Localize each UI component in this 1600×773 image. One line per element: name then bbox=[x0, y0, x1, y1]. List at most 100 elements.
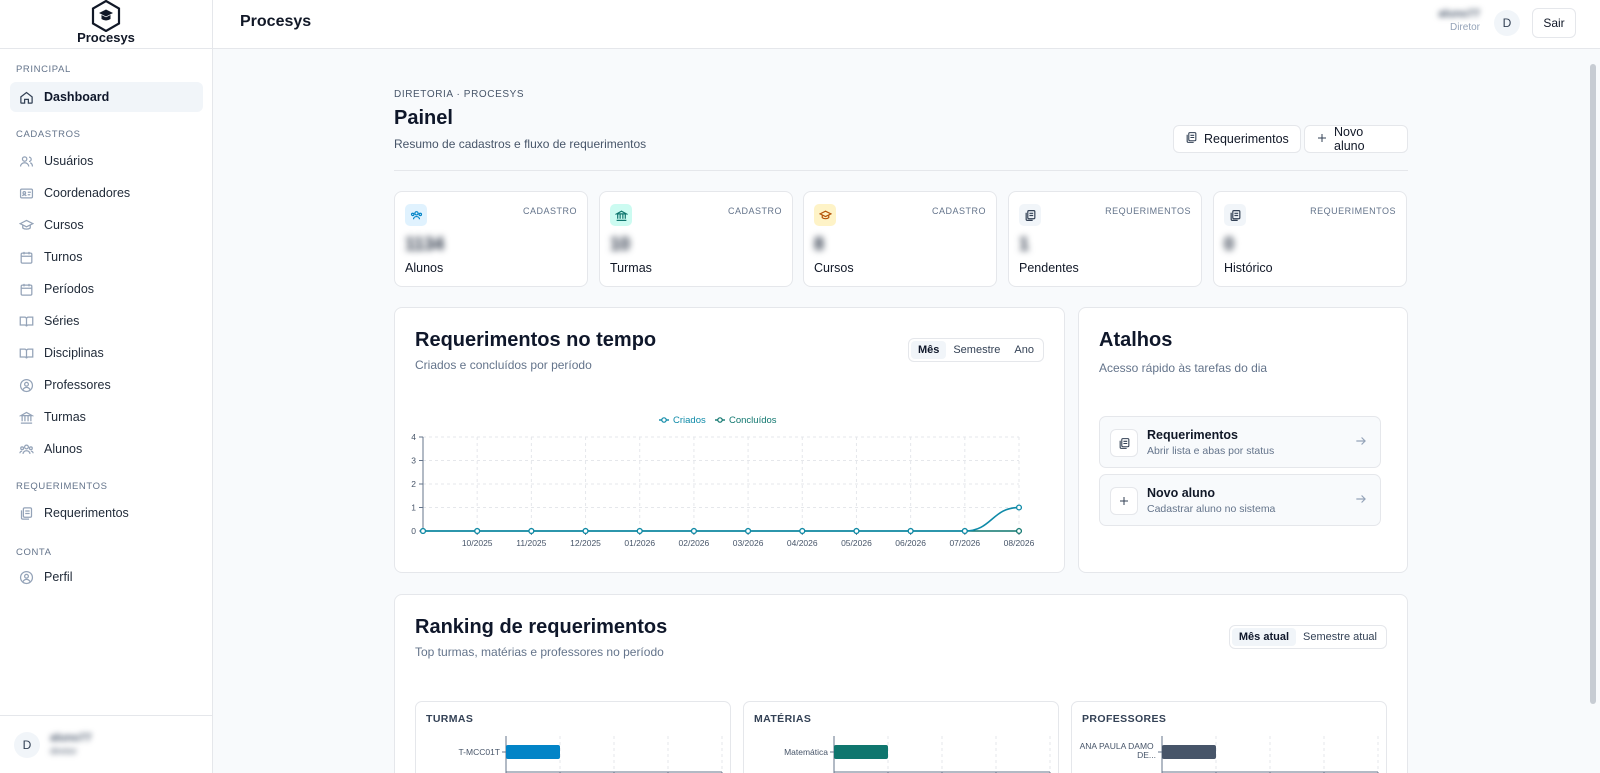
sidebar-item-series[interactable]: Séries bbox=[10, 306, 203, 336]
sidebar-item-professores[interactable]: Professores bbox=[10, 370, 203, 400]
sidebar-item-label: Períodos bbox=[44, 282, 95, 296]
bar-label: T-MCC01T bbox=[458, 747, 500, 757]
sidebar-item-cursos[interactable]: Cursos bbox=[10, 210, 203, 240]
sidebar-user[interactable]: D aluno77 diretor bbox=[0, 715, 213, 773]
panel-heading: TURMAS bbox=[426, 713, 474, 725]
brand-name: Procesys bbox=[77, 30, 135, 45]
data-point bbox=[1015, 527, 1023, 535]
series-line-criados bbox=[422, 506, 1020, 532]
card-title: Requerimentos no tempo bbox=[415, 329, 657, 351]
shortcut-novo-aluno[interactable]: Novo aluno Cadastrar aluno no sistema bbox=[1099, 474, 1381, 526]
sidebar-item-turnos[interactable]: Turnos bbox=[10, 242, 203, 272]
graduation-cap-icon bbox=[18, 217, 34, 233]
bar-label: Matemática bbox=[784, 747, 828, 757]
x-tick-label: 03/2026 bbox=[733, 538, 764, 548]
stat-card-cursos[interactable]: CADASTRO 8 Cursos bbox=[803, 191, 997, 287]
avatar[interactable]: D bbox=[1494, 10, 1520, 36]
clipboard-icon bbox=[1224, 204, 1246, 226]
calendar-icon bbox=[18, 249, 34, 265]
sidebar-item-label: Usuários bbox=[44, 154, 94, 168]
arrow-right-icon bbox=[1354, 492, 1368, 511]
stat-card-historico[interactable]: REQUERIMENTOS 0 Histórico bbox=[1213, 191, 1407, 287]
data-point bbox=[582, 527, 589, 535]
page-title: Painel bbox=[394, 107, 453, 129]
x-tick-label: 06/2026 bbox=[895, 538, 926, 548]
segment-ano[interactable]: Ano bbox=[1014, 344, 1034, 356]
stat-label: Turmas bbox=[610, 261, 652, 275]
legend-marker bbox=[661, 417, 667, 423]
top-user: aluno77 Diretor bbox=[1438, 8, 1480, 33]
shortcut-desc: Cadastrar aluno no sistema bbox=[1147, 503, 1276, 515]
data-point bbox=[1015, 504, 1023, 511]
novo-aluno-button[interactable]: Novo aluno bbox=[1304, 125, 1408, 153]
sidebar-item-label: Dashboard bbox=[44, 90, 110, 104]
panel-heading: MATÉRIAS bbox=[754, 713, 812, 725]
data-point bbox=[528, 527, 535, 535]
sidebar-item-dashboard[interactable]: Dashboard bbox=[10, 82, 203, 112]
timeline-chart: 0 1 2 3 4 10/2025 11/2025 12/2025 01/2026 02/2026… bbox=[411, 416, 1035, 548]
section-label: CADASTROS bbox=[16, 129, 81, 140]
segment-mes-atual[interactable]: Mês atual bbox=[1231, 628, 1297, 646]
sidebar-item-label: Turnos bbox=[44, 250, 83, 264]
stat-category: CADASTRO bbox=[727, 206, 782, 216]
section-cadastros: CADASTROS bbox=[0, 129, 97, 140]
scrollbar-thumb[interactable] bbox=[1590, 64, 1596, 704]
stat-card-alunos[interactable]: CADASTRO 1134 Alunos bbox=[394, 191, 588, 287]
data-point bbox=[853, 527, 860, 535]
requerimentos-button[interactable]: Requerimentos bbox=[1173, 125, 1301, 153]
shortcut-requerimentos[interactable]: Requerimentos Abrir lista e abas por sta… bbox=[1099, 416, 1381, 468]
sidebar-item-turmas[interactable]: Turmas bbox=[10, 402, 203, 432]
ranking-panel-materias: MATÉRIAS Matemática bbox=[743, 701, 1059, 773]
scrollbar[interactable] bbox=[1586, 49, 1600, 773]
sidebar-item-disciplinas[interactable]: Disciplinas bbox=[10, 338, 203, 368]
sidebar-item-requerimentos[interactable]: Requerimentos bbox=[10, 498, 203, 528]
sidebar-item-usuarios[interactable]: Usuários bbox=[10, 146, 203, 176]
stat-card-pendentes[interactable]: REQUERIMENTOS 1 Pendentes bbox=[1008, 191, 1202, 287]
topbar: Procesys aluno77 Diretor D Sair bbox=[213, 0, 1600, 49]
x-tick-label: 05/2026 bbox=[841, 538, 872, 548]
section-label: CONTA bbox=[16, 547, 52, 558]
sidebar-item-coordenadores[interactable]: Coordenadores bbox=[10, 178, 203, 208]
card-subtitle: Acesso rápido às tarefas do dia bbox=[1099, 361, 1268, 375]
logout-button[interactable]: Sair bbox=[1532, 8, 1576, 38]
logo-icon bbox=[91, 0, 121, 32]
y-tick-label: 2 bbox=[411, 479, 416, 489]
section-label: REQUERIMENTOS bbox=[16, 481, 108, 492]
data-point bbox=[636, 527, 643, 535]
button-label: Novo aluno bbox=[1334, 125, 1365, 153]
ranking-panel-turmas: TURMAS T-MCC01T bbox=[415, 701, 731, 773]
segment-semestre-atual[interactable]: Semestre atual bbox=[1303, 631, 1377, 643]
sidebar-item-label: Coordenadores bbox=[44, 186, 131, 200]
shortcut-title: Requerimentos bbox=[1147, 428, 1238, 442]
sidebar-item-perfil[interactable]: Perfil bbox=[10, 562, 203, 592]
stat-card-turmas[interactable]: CADASTRO 10 Turmas bbox=[599, 191, 793, 287]
user-circle-icon bbox=[18, 377, 34, 393]
bar bbox=[1162, 745, 1216, 759]
sidebar-item-alunos[interactable]: Alunos bbox=[10, 434, 203, 464]
users-icon bbox=[18, 153, 34, 169]
brand[interactable]: Procesys bbox=[0, 0, 212, 49]
segment-mes[interactable]: Mês bbox=[910, 341, 947, 359]
y-tick-label: 1 bbox=[411, 503, 416, 513]
calendar-icon bbox=[18, 281, 34, 297]
timeline-card: Requerimentos no tempo Criados e concluí… bbox=[394, 307, 1065, 573]
card-subtitle: Criados e concluídos por período bbox=[415, 358, 592, 372]
sidebar-item-label: Cursos bbox=[44, 218, 84, 232]
x-tick-label: 02/2026 bbox=[679, 538, 710, 548]
sidebar-item-label: Professores bbox=[44, 378, 111, 392]
sidebar: Procesys PRINCIPAL Dashboard CADASTROS U… bbox=[0, 0, 213, 773]
ranking-card: Ranking de requerimentos Top turmas, mat… bbox=[394, 594, 1408, 773]
id-card-icon bbox=[18, 185, 34, 201]
book-open-icon bbox=[18, 313, 34, 329]
segment-semestre[interactable]: Semestre bbox=[953, 344, 1001, 356]
data-point bbox=[907, 527, 914, 535]
plus-icon bbox=[1316, 132, 1328, 147]
x-tick-label: 07/2026 bbox=[949, 538, 980, 548]
building-icon bbox=[18, 409, 34, 425]
avatar: D bbox=[14, 731, 40, 758]
sidebar-item-periodos[interactable]: Períodos bbox=[10, 274, 203, 304]
clipboard-icon bbox=[18, 505, 34, 521]
sidebar-item-label: Requerimentos bbox=[44, 506, 129, 520]
card-subtitle: Top turmas, matérias e professores no pe… bbox=[415, 645, 664, 659]
x-tick-label: 08/2026 bbox=[1004, 538, 1035, 548]
